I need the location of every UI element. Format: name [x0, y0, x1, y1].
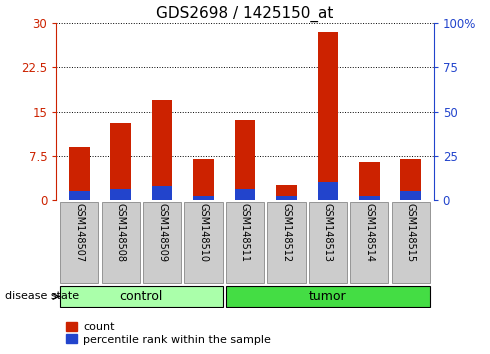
Text: GSM148509: GSM148509 [157, 204, 167, 262]
Bar [193, 196, 214, 200]
Bar [60, 202, 98, 283]
Bar [226, 202, 264, 283]
Legend: count, percentile rank within the sample: count, percentile rank within the sample [62, 317, 275, 349]
Text: control: control [120, 290, 163, 303]
Text: GSM148510: GSM148510 [198, 204, 209, 262]
Text: GSM148513: GSM148513 [323, 204, 333, 262]
Bar [359, 196, 380, 200]
Bar [143, 202, 181, 283]
Bar [309, 202, 347, 283]
Text: GSM148511: GSM148511 [240, 204, 250, 262]
Bar [193, 159, 214, 200]
Bar [69, 147, 90, 200]
Text: GSM148508: GSM148508 [116, 204, 125, 262]
Bar [152, 100, 172, 200]
Bar [184, 202, 222, 283]
Bar [110, 189, 131, 200]
Bar [400, 191, 421, 200]
Bar [235, 120, 255, 200]
Bar [60, 286, 222, 307]
Bar [359, 162, 380, 200]
Bar [152, 186, 172, 200]
Bar [226, 286, 430, 307]
Bar [268, 202, 306, 283]
Text: GSM148515: GSM148515 [406, 204, 416, 263]
Bar [276, 196, 297, 200]
Bar [318, 32, 338, 200]
Title: GDS2698 / 1425150_at: GDS2698 / 1425150_at [156, 5, 334, 22]
Bar [69, 191, 90, 200]
Bar [318, 182, 338, 200]
Bar [276, 185, 297, 200]
Text: disease state: disease state [5, 291, 79, 302]
Bar [350, 202, 389, 283]
Bar [110, 123, 131, 200]
Text: GSM148514: GSM148514 [365, 204, 374, 262]
Bar [235, 189, 255, 200]
Bar [400, 159, 421, 200]
Text: GSM148512: GSM148512 [281, 204, 292, 263]
Bar [101, 202, 140, 283]
Bar [392, 202, 430, 283]
Text: tumor: tumor [309, 290, 347, 303]
Text: GSM148507: GSM148507 [74, 204, 84, 263]
